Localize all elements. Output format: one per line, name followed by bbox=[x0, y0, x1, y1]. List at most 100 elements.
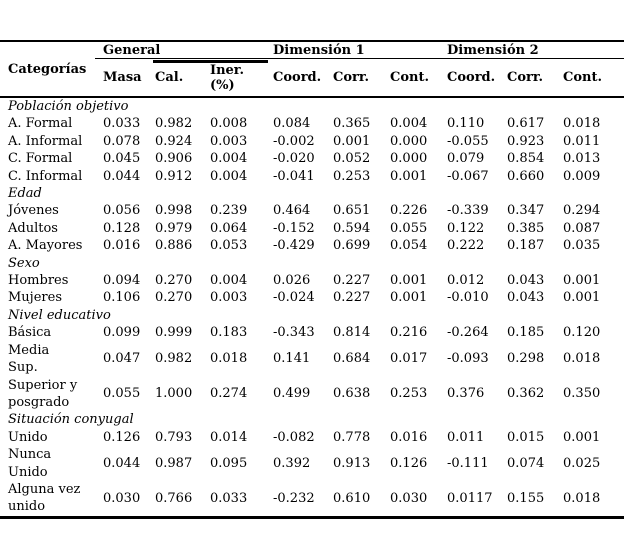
cell-value: 0.044 bbox=[103, 168, 141, 184]
table-row: A. Mayores 0.016 0.886 0.053 -0.429 0.699 0.05… bbox=[0, 237, 624, 254]
cell-value: 0.011 bbox=[563, 133, 601, 149]
row-label: Hombres bbox=[8, 273, 69, 289]
cell-value: 0.998 bbox=[155, 203, 193, 219]
cell-value: 0.025 bbox=[563, 455, 601, 471]
cell-value: 0.499 bbox=[273, 386, 311, 402]
table-row: C. Informal 0.044 0.912 0.004 -0.041 0.253 0.0… bbox=[0, 168, 624, 185]
cell-value: 0.999 bbox=[155, 325, 193, 341]
row-label: Unido bbox=[8, 429, 48, 445]
cell-value: -0.429 bbox=[273, 238, 315, 254]
column-header-categories: Categorías bbox=[0, 41, 95, 98]
row-label: C. Informal bbox=[8, 168, 83, 184]
row-label: A. Formal bbox=[8, 116, 73, 132]
cell-value: 0.094 bbox=[103, 273, 141, 289]
cell-value: 0.074 bbox=[507, 455, 545, 471]
cell-value: 0.298 bbox=[507, 351, 545, 367]
cell-value: 0.000 bbox=[390, 133, 428, 149]
cell-value: 0.047 bbox=[103, 351, 141, 367]
cell-value: 0.001 bbox=[390, 273, 428, 289]
group-header-dimension-2: Dimensión 2 bbox=[439, 41, 624, 59]
cell-value: 0.106 bbox=[103, 290, 141, 306]
cell-value: 0.001 bbox=[563, 273, 601, 289]
cell-value: 0.239 bbox=[210, 203, 248, 219]
row-label: Básica bbox=[8, 325, 52, 341]
column-header-cont-2: Cont. bbox=[555, 58, 624, 98]
group-header-dimension-1: Dimensión 1 bbox=[265, 41, 440, 59]
table-row: Mujeres 0.106 0.270 0.003 -0.024 0.227 0.001 -0… bbox=[0, 289, 624, 306]
cell-value: 0.003 bbox=[210, 290, 248, 306]
table-row: Unido 0.126 0.793 0.014 -0.082 0.778 0.016 0.01… bbox=[0, 429, 624, 446]
row-label: Media Sup. bbox=[8, 342, 50, 376]
cell-value: 0.000 bbox=[390, 151, 428, 167]
cell-value: 0.227 bbox=[333, 290, 371, 306]
cell-value: -0.010 bbox=[447, 290, 489, 306]
row-label: Adultos bbox=[8, 220, 58, 236]
cell-value: 0.464 bbox=[273, 203, 311, 219]
cell-value: -0.067 bbox=[447, 168, 489, 184]
section-row: Sexo bbox=[0, 255, 624, 272]
cell-value: 0.035 bbox=[563, 238, 601, 254]
cell-value: -0.082 bbox=[273, 429, 315, 445]
table-row: Superior y posgrado 0.055 1.000 0.274 0.499 0… bbox=[0, 377, 624, 412]
section-row: Edad bbox=[0, 185, 624, 202]
cell-value: 0.018 bbox=[563, 351, 601, 367]
cell-value: 0.778 bbox=[333, 429, 371, 445]
cell-value: -0.024 bbox=[273, 290, 315, 306]
cell-value: 0.009 bbox=[563, 168, 601, 184]
cell-value: 0.008 bbox=[210, 116, 248, 132]
cell-value: 0.018 bbox=[563, 490, 601, 506]
cell-value: 0.982 bbox=[155, 116, 193, 132]
column-header-coord-1: Coord. bbox=[265, 58, 326, 98]
section-label: Edad bbox=[8, 186, 42, 202]
table-row: Alguna vez unido 0.030 0.766 0.033 -0.232 0.6… bbox=[0, 481, 624, 517]
cell-value: 0.122 bbox=[447, 220, 485, 236]
cell-value: 0.015 bbox=[507, 429, 545, 445]
cell-value: 0.638 bbox=[333, 386, 371, 402]
table-row: Básica 0.099 0.999 0.183 -0.343 0.814 0.216 -0.… bbox=[0, 324, 624, 341]
cell-value: 0.617 bbox=[507, 116, 545, 132]
cell-value: 0.226 bbox=[390, 203, 428, 219]
cell-value: 0.001 bbox=[390, 168, 428, 184]
cell-value: -0.339 bbox=[447, 203, 489, 219]
cell-value: -0.232 bbox=[273, 490, 315, 506]
table-row: A. Formal 0.033 0.982 0.008 0.084 0.365 0.004 0… bbox=[0, 115, 624, 132]
cell-value: 0.906 bbox=[155, 151, 193, 167]
cell-value: 0.699 bbox=[333, 238, 371, 254]
cell-value: 0.222 bbox=[447, 238, 485, 254]
cell-value: 0.924 bbox=[155, 133, 193, 149]
cell-value: 0.274 bbox=[210, 386, 248, 402]
cell-value: 0.270 bbox=[155, 273, 193, 289]
cell-value: -0.002 bbox=[273, 133, 315, 149]
cell-value: 0.187 bbox=[507, 238, 545, 254]
cell-value: 0.253 bbox=[333, 168, 371, 184]
row-label: Superior y posgrado bbox=[8, 377, 78, 410]
correspondence-analysis-table: Categorías General Dimensión 1 Dimensión… bbox=[0, 40, 624, 519]
cell-value: 0.183 bbox=[210, 325, 248, 341]
row-label: A. Informal bbox=[8, 133, 83, 149]
cell-value: 0.004 bbox=[210, 273, 248, 289]
cell-value: 0.610 bbox=[333, 490, 371, 506]
cell-value: 0.004 bbox=[210, 151, 248, 167]
cell-value: -0.343 bbox=[273, 325, 315, 341]
cell-value: 0.886 bbox=[155, 238, 193, 254]
cell-value: -0.020 bbox=[273, 151, 315, 167]
column-header-iner: Iner. (%) bbox=[202, 58, 266, 98]
cell-value: 0.651 bbox=[333, 203, 371, 219]
cell-value: 0.155 bbox=[507, 490, 545, 506]
cell-value: 0.001 bbox=[390, 290, 428, 306]
cell-value: 0.141 bbox=[273, 351, 311, 367]
table-row: Hombres 0.094 0.270 0.004 0.026 0.227 0.001 0.0… bbox=[0, 272, 624, 289]
cell-value: 0.011 bbox=[447, 429, 485, 445]
table-row: Media Sup. 0.047 0.982 0.018 0.141 0.684 0.017… bbox=[0, 342, 624, 377]
cell-value: 0.253 bbox=[390, 386, 428, 402]
cell-value: 0.365 bbox=[333, 116, 371, 132]
cell-value: 0.227 bbox=[333, 273, 371, 289]
table-row: A. Informal 0.078 0.924 0.003 -0.002 0.001 0.0… bbox=[0, 133, 624, 150]
cell-value: 0.084 bbox=[273, 116, 311, 132]
cell-value: 0.064 bbox=[210, 220, 248, 236]
cell-value: 0.033 bbox=[103, 116, 141, 132]
column-header-cont-1: Cont. bbox=[382, 58, 440, 98]
cell-value: 0.392 bbox=[273, 455, 311, 471]
cell-value: 0.078 bbox=[103, 133, 141, 149]
